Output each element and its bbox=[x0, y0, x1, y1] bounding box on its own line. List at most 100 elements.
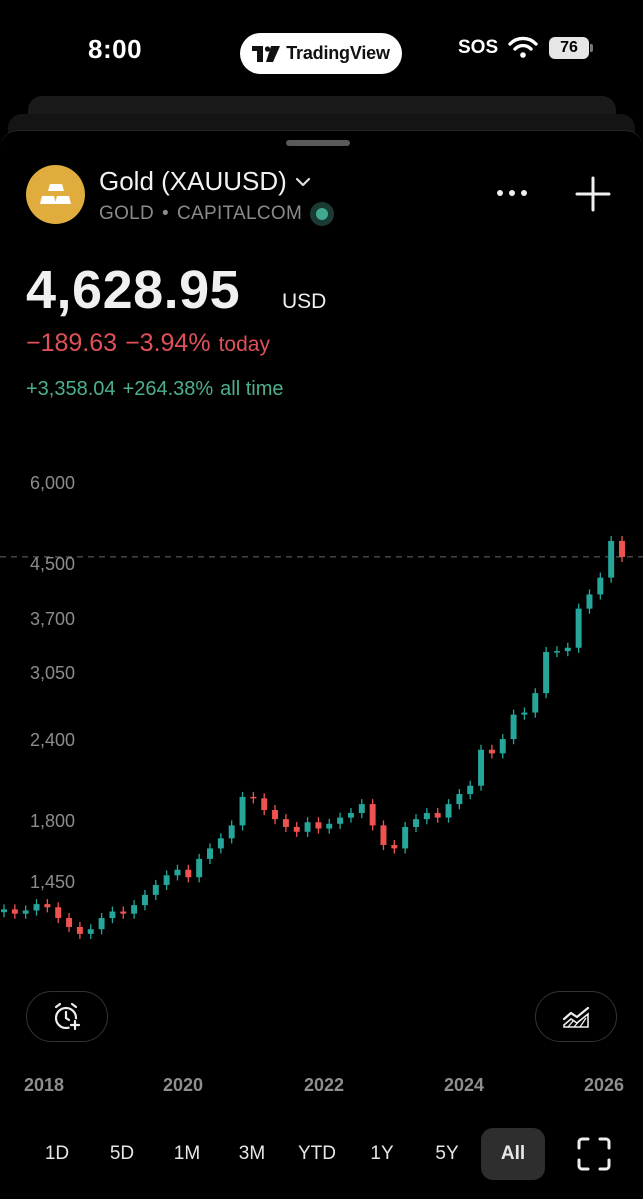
candle bbox=[380, 820, 387, 851]
candle bbox=[434, 808, 441, 823]
candle bbox=[445, 799, 452, 823]
candle bbox=[120, 906, 127, 919]
x-tick-label: 2018 bbox=[24, 1075, 65, 1095]
candle bbox=[98, 913, 105, 935]
symbol-title[interactable]: Gold (XAUUSD) bbox=[99, 166, 311, 197]
symbol-subtitle: GOLD • CAPITALCOM bbox=[99, 202, 335, 226]
x-tick-label: 2020 bbox=[163, 1075, 204, 1095]
candle bbox=[304, 817, 311, 837]
indicators-icon bbox=[562, 1006, 590, 1028]
candle bbox=[141, 889, 148, 911]
change-today: −189.63 −3.94% today bbox=[26, 329, 270, 358]
candle bbox=[564, 642, 571, 657]
candle bbox=[1, 904, 7, 918]
y-tick-label: 4,500 bbox=[30, 553, 76, 574]
range-tab-1m[interactable]: 1M bbox=[173, 1143, 201, 1164]
candle bbox=[543, 646, 550, 699]
change-all-pct: +264.38% bbox=[122, 378, 214, 400]
candle bbox=[174, 864, 181, 881]
y-tick-label: 3,700 bbox=[30, 608, 76, 629]
x-axis: 2018 2020 2022 2024 2026 bbox=[0, 1075, 643, 1099]
app-pill-label: TradingView bbox=[286, 43, 390, 63]
app-pill[interactable]: TradingView bbox=[240, 33, 402, 74]
range-tab-ytd[interactable]: YTD bbox=[298, 1143, 336, 1164]
more-icon[interactable] bbox=[497, 190, 533, 198]
candle bbox=[196, 853, 203, 883]
candle bbox=[185, 864, 192, 883]
candle bbox=[402, 821, 409, 854]
sheet-grabber[interactable] bbox=[286, 140, 350, 146]
candle bbox=[228, 820, 235, 844]
price-chart[interactable] bbox=[0, 460, 643, 960]
candle bbox=[347, 808, 354, 823]
candle bbox=[608, 535, 615, 583]
x-tick-label: 2024 bbox=[444, 1075, 485, 1095]
status-time: 8:00 bbox=[88, 34, 143, 64]
range-selector: 1D 5D 1M 3M YTD 1Y 5Y All bbox=[0, 1128, 643, 1180]
symbol-code: GOLD bbox=[99, 203, 155, 224]
plus-icon[interactable] bbox=[575, 176, 611, 212]
candle bbox=[22, 905, 29, 919]
candle bbox=[478, 744, 485, 791]
range-tab-1d[interactable]: 1D bbox=[44, 1143, 70, 1164]
y-tick-label: 1,450 bbox=[30, 872, 76, 892]
candle bbox=[510, 709, 517, 745]
candle bbox=[250, 791, 257, 804]
candle bbox=[358, 799, 365, 819]
range-tab-1y[interactable]: 1Y bbox=[370, 1143, 394, 1164]
candle bbox=[87, 924, 94, 939]
symbol-separator: • bbox=[162, 203, 169, 224]
candle bbox=[239, 791, 246, 831]
candle bbox=[33, 899, 40, 916]
battery-level: 76 bbox=[560, 39, 578, 56]
candle bbox=[413, 814, 419, 833]
candle bbox=[467, 780, 474, 800]
battery-icon: 76 bbox=[549, 37, 593, 59]
chevron-down-icon bbox=[295, 177, 310, 186]
candle bbox=[293, 821, 300, 837]
today-label: today bbox=[218, 333, 270, 356]
candle bbox=[76, 921, 83, 939]
x-tick-label: 2022 bbox=[304, 1075, 345, 1095]
candle bbox=[44, 899, 51, 913]
symbol-title-text: Gold (XAUUSD) bbox=[99, 166, 287, 196]
last-price: 4,628.95 bbox=[26, 260, 241, 320]
y-tick-label: 1,800 bbox=[30, 811, 76, 832]
candle bbox=[575, 603, 582, 653]
range-tab-all[interactable]: All bbox=[481, 1128, 545, 1180]
candle bbox=[391, 839, 398, 854]
y-tick-label: 6,000 bbox=[30, 473, 76, 493]
tradingview-logo-icon bbox=[252, 45, 281, 62]
candle bbox=[499, 734, 506, 759]
fullscreen-icon[interactable] bbox=[577, 1137, 611, 1171]
candle bbox=[369, 799, 376, 831]
wifi-icon bbox=[508, 36, 538, 58]
candle bbox=[326, 818, 333, 834]
candle bbox=[131, 900, 138, 919]
range-tab-3m[interactable]: 3M bbox=[238, 1143, 266, 1164]
candle bbox=[272, 805, 279, 825]
candle bbox=[207, 843, 213, 864]
gold-bars-icon bbox=[26, 165, 85, 224]
candle bbox=[456, 789, 463, 810]
candle bbox=[261, 793, 268, 816]
candle bbox=[315, 817, 322, 834]
exchange-name: CAPITALCOM bbox=[177, 203, 303, 224]
range-tab-5y[interactable]: 5Y bbox=[435, 1143, 459, 1164]
candle bbox=[282, 814, 289, 833]
change-all-time: +3,358.04 +264.38% all time bbox=[26, 378, 284, 401]
range-tab-5d[interactable]: 5D bbox=[109, 1143, 135, 1164]
sos-indicator: SOS bbox=[458, 37, 499, 58]
candle bbox=[423, 808, 430, 825]
candle bbox=[619, 535, 625, 562]
candle bbox=[11, 904, 18, 919]
candle bbox=[521, 707, 528, 720]
candle bbox=[488, 744, 495, 759]
y-tick-label: 2,400 bbox=[30, 730, 76, 751]
add-alert-button[interactable] bbox=[26, 991, 108, 1042]
indicators-button[interactable] bbox=[535, 991, 617, 1042]
change-today-abs: −189.63 bbox=[26, 329, 118, 357]
alarm-add-icon bbox=[54, 1002, 81, 1031]
candle bbox=[163, 870, 170, 891]
candle bbox=[553, 646, 560, 658]
